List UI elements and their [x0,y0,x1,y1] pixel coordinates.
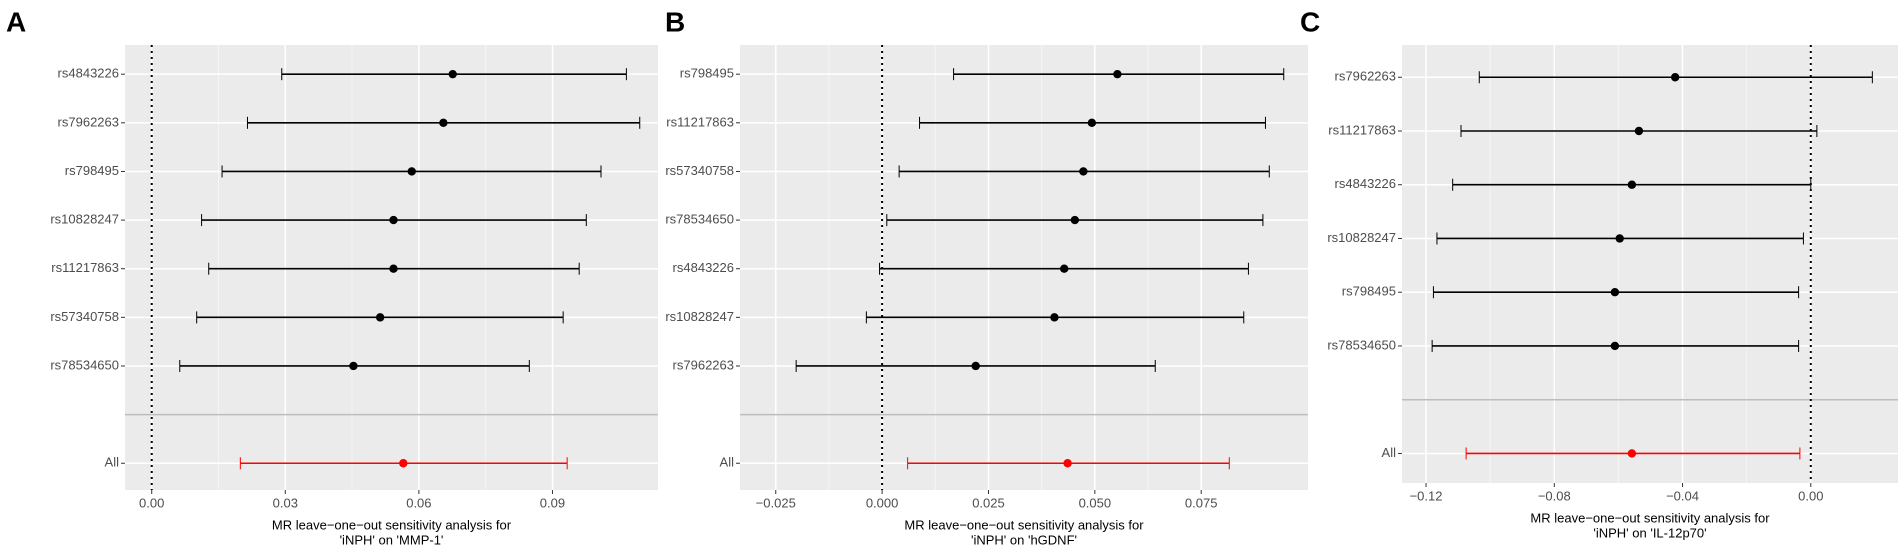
point [439,118,448,128]
plot-background [1402,45,1898,483]
y-tick-label: rs7962263 [1335,69,1396,84]
x-tick-label: −0.08 [1538,488,1571,503]
point [1610,288,1620,297]
x-tick-label: 0.00 [1798,488,1823,503]
plot-background [740,45,1308,490]
point [1063,459,1072,468]
point [1050,313,1059,322]
y-tick-label: All [1382,445,1397,460]
panel-label: C [1300,6,1320,37]
x-tick-label: 0.075 [1185,495,1218,510]
point [1615,234,1624,243]
x-tick-label: 0.000 [866,495,899,510]
point [1113,69,1122,79]
x-tick-label: −0.04 [1666,488,1699,503]
y-tick-label: All [720,455,735,470]
x-axis-label: 'iNPH' on 'MMP-1' [340,532,444,547]
point [1634,126,1644,136]
y-tick-label: rs798495 [65,163,119,178]
x-tick-label: 0.050 [1079,495,1112,510]
x-tick-label: −0.12 [1410,488,1443,503]
x-tick-label: 0.06 [406,495,431,510]
y-tick-label: rs798495 [1342,284,1396,299]
y-tick-label: rs11217863 [1328,122,1396,137]
y-tick-label: rs78534650 [665,212,734,227]
y-tick-label: All [105,455,120,470]
panel-label: B [665,6,685,37]
point [399,459,408,468]
y-tick-label: rs11217863 [666,114,734,129]
y-tick-label: rs78534650 [50,357,119,372]
x-tick-label: 0.09 [540,495,565,510]
point [375,313,385,322]
point [389,264,398,273]
x-axis-label: 'iNPH' on 'hGDNF' [971,532,1077,547]
y-tick-label: rs4843226 [1335,176,1396,191]
point [448,69,457,79]
y-tick-label: rs11217863 [51,260,119,275]
y-tick-label: rs10828247 [665,309,734,324]
point [389,215,398,225]
point [971,361,980,371]
x-axis-label: MR leave−one−out sensitivity analysis fo… [1530,510,1770,525]
x-tick-label: 0.025 [972,495,1005,510]
point [1627,180,1637,189]
point [1087,118,1097,128]
point [1610,341,1620,351]
y-tick-label: rs7962263 [58,114,119,129]
y-tick-label: rs10828247 [1327,230,1396,245]
y-tick-label: rs4843226 [58,66,119,81]
x-tick-label: 0.00 [139,495,164,510]
y-tick-label: rs57340758 [665,163,734,178]
point [1670,73,1680,82]
x-tick-label: 0.03 [273,495,298,510]
x-axis-label: MR leave−one−out sensitivity analysis fo… [272,517,512,532]
point [407,167,416,176]
point [349,361,358,371]
y-tick-label: rs798495 [680,66,734,81]
x-tick-label: −0.025 [756,495,796,510]
y-tick-label: rs78534650 [1327,337,1396,352]
x-axis-label: 'iNPH' on 'IL-12p70' [1593,525,1706,540]
panel-label: A [6,6,26,37]
y-tick-label: rs7962263 [673,357,734,372]
y-tick-label: rs4843226 [673,260,734,275]
y-tick-label: rs10828247 [50,212,119,227]
point [1070,215,1080,225]
point [1060,264,1069,273]
point [1079,167,1088,176]
y-tick-label: rs57340758 [50,309,119,324]
x-axis-label: MR leave−one−out sensitivity analysis fo… [904,517,1144,532]
point [1627,449,1637,458]
